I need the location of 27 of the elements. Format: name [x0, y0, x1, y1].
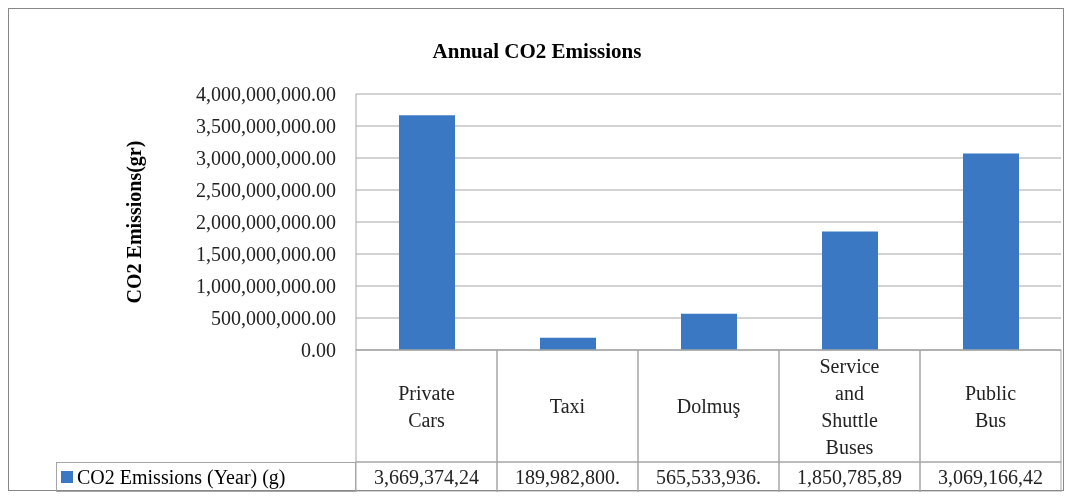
y-axis-title: CO2 Emissions(gr): [123, 140, 147, 304]
y-tick-label: 2,000,000,000.00: [196, 211, 336, 234]
chart-title: Annual CO2 Emissions: [431, 39, 643, 64]
y-tick-label: 0.00: [301, 339, 336, 362]
y-tick-label: 500,000,000.00: [211, 307, 336, 330]
y-tick-label: 2,500,000,000.00: [196, 179, 336, 202]
bar: [399, 115, 455, 350]
data-label: 3,669,374,24: [374, 466, 479, 488]
bar: [540, 337, 596, 350]
y-tick-label: 1,500,000,000.00: [196, 243, 336, 266]
y-tick-label: 4,000,000,000.00: [196, 83, 336, 106]
data-label: 3,069,166,42: [938, 466, 1043, 488]
y-tick-label: 1,000,000,000.00: [196, 275, 336, 298]
bar: [681, 313, 737, 350]
data-label: 565,533,936.: [656, 466, 761, 488]
bar: [822, 231, 878, 350]
y-tick-label: 3,000,000,000.00: [196, 147, 336, 170]
x-tick-label: Dolmuş: [676, 395, 741, 418]
x-tick-label: Private Cars: [398, 381, 455, 431]
x-tick-label: Service and Shuttle Buses: [819, 354, 880, 458]
x-tick-label: Taxi: [549, 395, 586, 417]
bar: [963, 153, 1019, 350]
data-label: 189,982,800.: [515, 466, 620, 488]
x-tick-label: Public Bus: [964, 381, 1017, 431]
legend-label: CO2 Emissions (Year) (g): [77, 465, 286, 489]
y-tick-label: 3,500,000,000.00: [196, 115, 336, 138]
data-label: 1,850,785,89: [797, 466, 902, 488]
